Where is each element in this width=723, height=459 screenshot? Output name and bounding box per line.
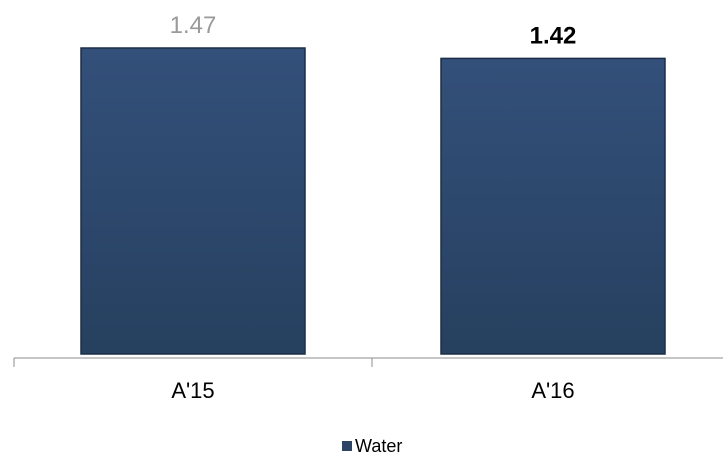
data-label-1: 1.42: [530, 22, 577, 49]
bar-0: [80, 47, 306, 355]
data-labels-group: 1.47 1.42: [170, 12, 577, 49]
bar-1: [440, 57, 666, 355]
x-axis: [13, 357, 723, 367]
legend-label: Water: [355, 436, 402, 456]
bars-group: [80, 47, 666, 355]
legend: Water: [342, 436, 402, 456]
x-tick-labels: A'15 A'16: [171, 378, 574, 403]
legend-swatch: [342, 441, 352, 451]
data-label-0: 1.47: [170, 12, 217, 39]
x-tick-label-1: A'16: [531, 378, 574, 403]
x-tick-label-0: A'15: [171, 378, 214, 403]
